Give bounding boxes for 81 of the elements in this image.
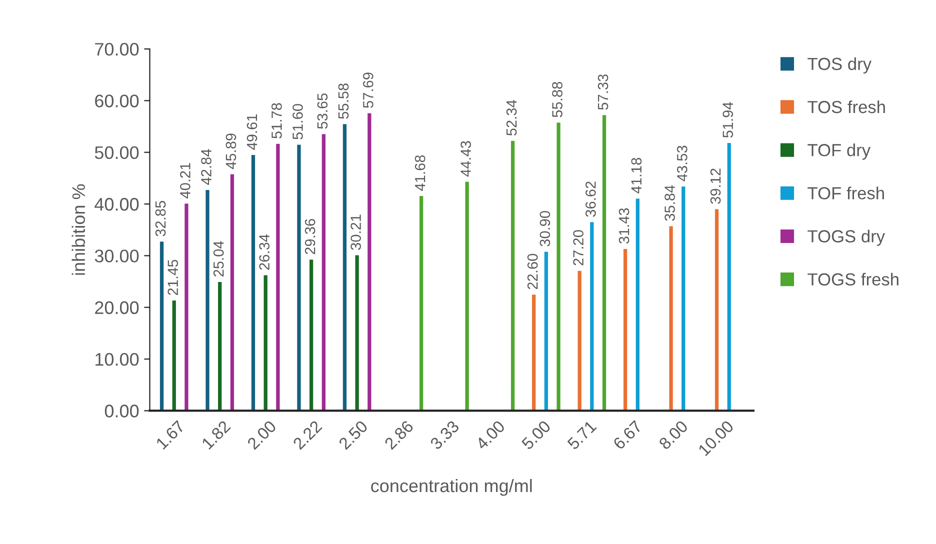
data-label: 40.21: [180, 163, 190, 198]
x-axis-title: concentration mg/ml: [371, 478, 532, 496]
bar: [354, 254, 360, 411]
y-tick-label: 70.00: [95, 42, 139, 56]
data-label: 53.65: [317, 93, 328, 129]
data-label: 57.69: [362, 72, 374, 108]
bar: [158, 240, 165, 411]
x-tick-label: 3.33: [429, 420, 460, 450]
bar: [668, 224, 674, 411]
data-label: 49.61: [246, 114, 258, 150]
bar: [464, 180, 470, 411]
legend-label: TOS dry: [808, 57, 872, 74]
bar: [418, 194, 425, 411]
bar: [308, 258, 315, 411]
data-label: 41.18: [631, 158, 642, 194]
bar: [216, 280, 224, 411]
bar: [274, 142, 282, 411]
bar: [542, 250, 550, 411]
data-label: 32.85: [155, 200, 166, 236]
y-tick-label: 50.00: [94, 146, 139, 160]
data-label: 39.12: [710, 168, 721, 204]
bar: [601, 114, 608, 411]
legend-label: TOGS dry: [808, 230, 886, 246]
data-label: 41.68: [414, 155, 426, 191]
bar: [320, 132, 327, 411]
bar: [250, 154, 256, 411]
bar: [204, 188, 211, 411]
data-label: 44.43: [460, 141, 471, 177]
data-label: 30.90: [540, 210, 550, 246]
y-axis-title: inhibition %: [72, 184, 86, 275]
data-label: 52.34: [506, 100, 517, 136]
x-tick-label: 4.00: [475, 420, 506, 450]
bar: [262, 274, 269, 411]
bar: [714, 208, 720, 411]
bar: [183, 202, 190, 411]
bar: [555, 121, 562, 411]
legend-label: TOF fresh: [808, 186, 884, 200]
y-tick-label: 10.00: [96, 352, 139, 366]
bar: [342, 122, 348, 411]
bar: [622, 248, 629, 411]
data-label: 31.43: [618, 208, 630, 244]
y-tick-label: 20.00: [95, 301, 139, 314]
y-tick-label: 60.00: [95, 94, 139, 108]
data-label: 36.62: [586, 182, 596, 217]
data-label: 29.36: [304, 219, 316, 254]
data-label: 27.20: [573, 230, 584, 266]
bar: [576, 269, 583, 411]
data-label: 42.84: [201, 149, 212, 185]
bar: [296, 143, 302, 411]
data-label: 55.58: [338, 83, 349, 119]
bar: [228, 172, 236, 411]
bar: [366, 112, 373, 411]
y-tick-label: 30.00: [94, 250, 139, 262]
data-label: 55.88: [552, 82, 562, 118]
data-label: 25.04: [213, 241, 224, 276]
bar: [588, 220, 596, 411]
x-tick-label: 5.00: [520, 420, 552, 450]
data-label: 57.33: [598, 74, 608, 110]
data-label: 43.53: [676, 146, 688, 182]
bar: [170, 299, 178, 411]
data-label: 51.94: [722, 102, 734, 138]
bar: [726, 142, 732, 411]
y-tick-label: 40.00: [94, 198, 139, 211]
bar: [530, 293, 538, 411]
bar: [510, 140, 516, 411]
x-tick-label: 8.00: [658, 420, 688, 450]
legend-label: TOS fresh: [808, 100, 885, 114]
data-label: 30.21: [350, 214, 361, 250]
legend-label: TOGS fresh: [808, 272, 898, 286]
y-tick-label: 0.00: [104, 404, 139, 418]
data-label: 45.89: [226, 134, 236, 170]
data-label: 51.78: [272, 103, 282, 138]
data-label: 26.34: [259, 234, 270, 270]
data-label: 35.84: [664, 185, 675, 221]
bar: [634, 197, 641, 411]
data-label: 51.60: [292, 104, 303, 140]
data-label: 21.45: [168, 260, 178, 295]
data-label: 22.60: [527, 254, 538, 290]
legend-label: TOF dry: [808, 144, 871, 160]
bar: [680, 185, 687, 411]
x-tick-label: 5.71: [566, 420, 597, 450]
